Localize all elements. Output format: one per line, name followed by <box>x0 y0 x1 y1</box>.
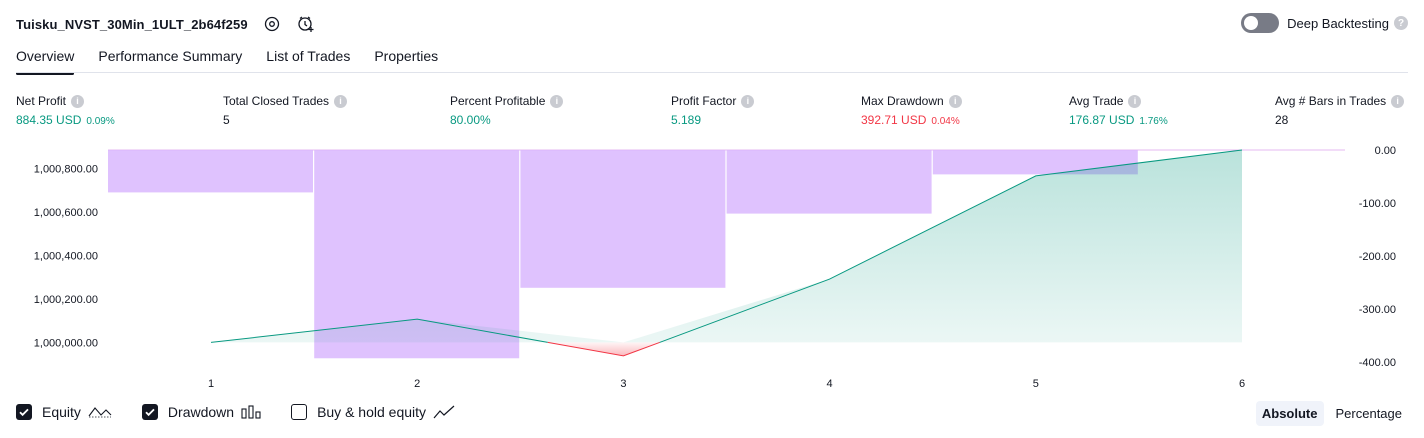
tab-list-of-trades[interactable]: List of Trades <box>266 48 351 64</box>
metric-avg-trade: Avg Trade i 176.87 USD 1.76% <box>1069 94 1168 127</box>
y-axis-right-tick: 0.00 <box>1375 145 1396 157</box>
chart-legend: Equity Drawdown Buy & hold equity <box>16 404 485 420</box>
x-axis-tick: 1 <box>208 378 214 390</box>
metric-label: Avg # Bars in Trades <box>1275 94 1387 108</box>
metric-label: Avg Trade <box>1069 94 1124 108</box>
metric-percent-profitable: Percent Profitable i 80.00% <box>450 94 564 127</box>
metric-profit-factor: Profit Factor i 5.189 <box>671 94 755 127</box>
metric-total-closed-trades: Total Closed Trades i 5 <box>223 94 348 127</box>
tab-overview[interactable]: Overview <box>16 48 75 75</box>
metric-value: 5 <box>223 113 230 127</box>
drawdown-bar <box>520 150 726 288</box>
equity-loss-line <box>547 341 660 357</box>
metric-percent: 0.09% <box>86 116 115 127</box>
x-axis-tick: 3 <box>620 378 626 390</box>
buy-hold-checkbox[interactable] <box>291 404 308 420</box>
metric-value: 5.189 <box>671 113 702 127</box>
metric-percent: 0.04% <box>931 116 960 127</box>
legend-label: Buy & hold equity <box>317 404 427 420</box>
drawdown-bar <box>108 150 313 193</box>
metric-value: 392.71 USD <box>861 113 927 127</box>
tabs-divider <box>16 72 1408 73</box>
equity-line-icon <box>88 405 112 419</box>
legend-buy-hold[interactable]: Buy & hold equity <box>291 404 455 420</box>
info-icon[interactable]: i <box>741 94 755 108</box>
settings-icon[interactable] <box>262 14 282 34</box>
legend-drawdown[interactable]: Drawdown <box>141 404 261 420</box>
info-icon[interactable]: i <box>948 94 962 108</box>
legend-equity[interactable]: Equity <box>16 404 112 420</box>
x-axis-tick: 2 <box>414 378 420 390</box>
y-axis-left-tick: 1,000,800.00 <box>34 163 98 175</box>
deep-backtesting-label: Deep Backtesting <box>1287 15 1389 31</box>
equity-checkbox[interactable] <box>16 404 32 420</box>
equity-drawdown-chart: 1,000,000.00 1,000,200.00 1,000,400.00 1,00… <box>34 145 1396 390</box>
y-axis-left-tick: 1,000,000.00 <box>34 337 98 349</box>
x-axis-tick: 4 <box>827 378 833 390</box>
equity-area <box>211 150 1242 343</box>
info-icon[interactable]: i <box>334 94 348 108</box>
y-axis-right-tick: -300.00 <box>1359 304 1396 316</box>
equity-line <box>210 318 548 343</box>
y-axis-right-tick: -100.00 <box>1359 198 1396 210</box>
y-axis-right-tick: -400.00 <box>1359 357 1396 369</box>
y-axis-left-tick: 1,000,400.00 <box>34 250 98 262</box>
metric-net-profit: Net Profit i 884.35 USD 0.09% <box>16 94 115 127</box>
x-axis-tick: 5 <box>1033 378 1039 390</box>
info-icon[interactable]: i <box>1128 94 1142 108</box>
metric-label: Net Profit <box>16 94 67 108</box>
y-axis-left-tick: 1,000,200.00 <box>34 294 98 306</box>
deep-backtesting-toggle[interactable] <box>1241 13 1280 33</box>
percentage-mode-button[interactable]: Percentage <box>1335 406 1403 421</box>
metric-avg-bars: Avg # Bars in Trades i 28 <box>1275 94 1405 127</box>
metric-value: 884.35 USD <box>16 113 82 127</box>
metric-label: Max Drawdown <box>861 94 944 108</box>
metric-percent: 1.76% <box>1139 116 1168 127</box>
equity-line <box>659 149 1243 343</box>
absolute-mode-button[interactable]: Absolute <box>1255 401 1324 426</box>
metric-value: 176.87 USD <box>1069 113 1135 127</box>
deep-backtesting-control: Deep Backtesting ? <box>1241 13 1408 33</box>
strategy-name: Tuisku_NVST_30Min_1ULT_2b64f259 <box>16 16 248 32</box>
drawdown-checkbox[interactable] <box>141 404 158 420</box>
legend-label: Equity <box>42 404 81 420</box>
drawdown-bar <box>726 150 932 214</box>
tab-performance-summary[interactable]: Performance Summary <box>98 48 243 64</box>
tab-properties[interactable]: Properties <box>374 48 439 64</box>
scale-mode-switch: Absolute Percentage <box>1250 401 1408 426</box>
y-axis-right-tick: -200.00 <box>1359 251 1396 263</box>
metric-value: 80.00% <box>450 113 491 127</box>
info-icon[interactable]: i <box>71 94 85 108</box>
strategy-header: Tuisku_NVST_30Min_1ULT_2b64f259 <box>16 12 316 36</box>
add-alert-icon[interactable] <box>296 14 316 34</box>
metric-max-drawdown: Max Drawdown i 392.71 USD 0.04% <box>861 94 962 127</box>
legend-label: Drawdown <box>167 404 235 420</box>
y-axis-left-tick: 1,000,600.00 <box>34 207 98 219</box>
buy-hold-line-icon <box>433 405 455 419</box>
info-icon[interactable]: i <box>1391 94 1405 108</box>
metric-label: Percent Profitable <box>450 94 546 108</box>
metric-value: 28 <box>1275 113 1289 127</box>
help-icon[interactable]: ? <box>1394 16 1408 30</box>
metric-label: Total Closed Trades <box>223 94 330 108</box>
info-icon[interactable]: i <box>550 94 564 108</box>
drawdown-bars-icon <box>241 405 261 419</box>
x-axis-tick: 6 <box>1239 378 1245 390</box>
tab-bar: Overview Performance Summary List of Tra… <box>16 48 462 75</box>
metric-label: Profit Factor <box>671 94 737 108</box>
